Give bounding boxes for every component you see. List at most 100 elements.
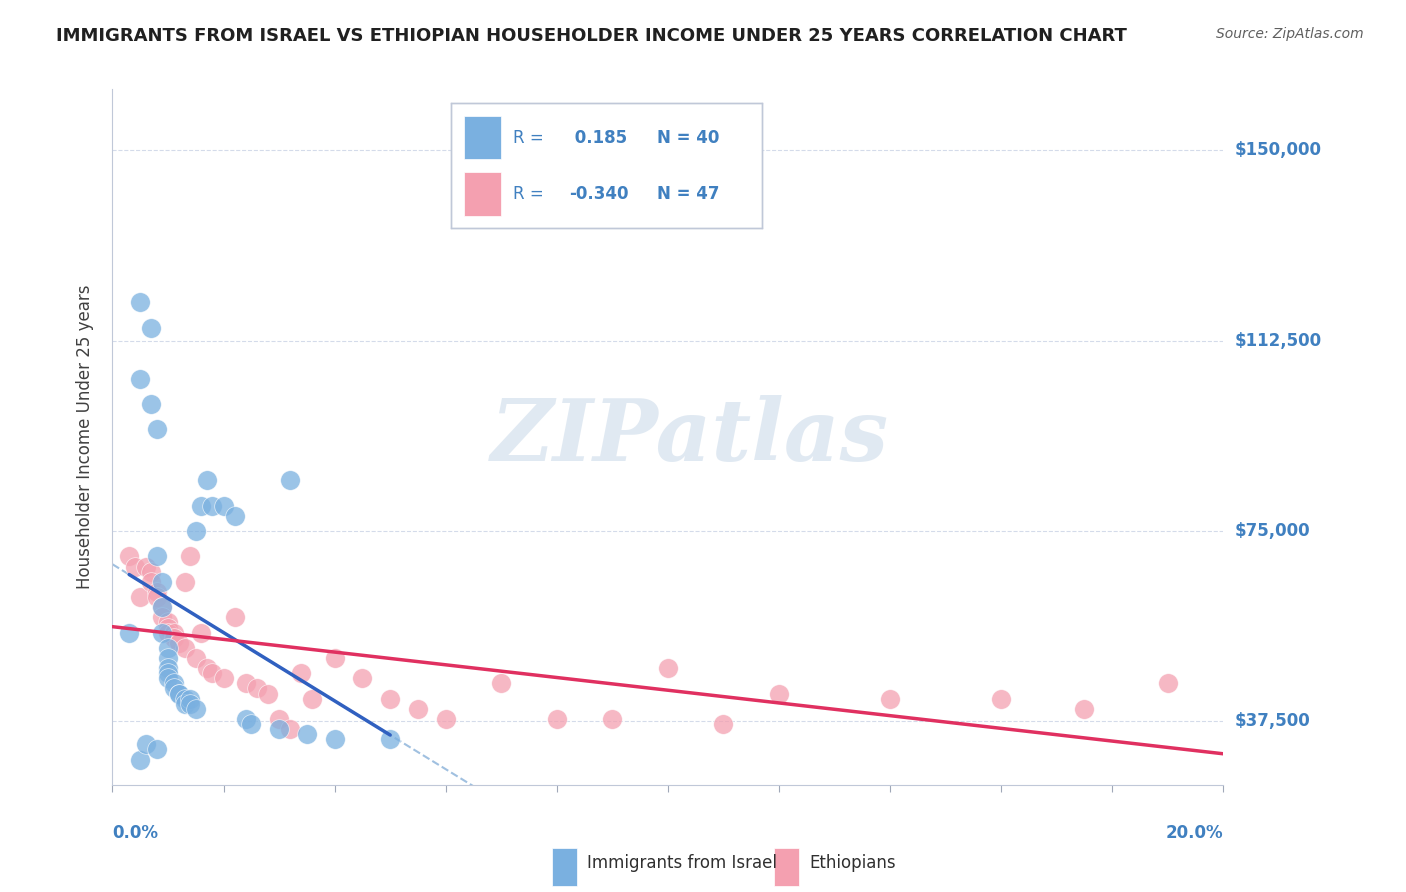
Point bbox=[141, 397, 163, 411]
Point bbox=[434, 712, 457, 726]
Point bbox=[146, 585, 169, 599]
Text: IMMIGRANTS FROM ISRAEL VS ETHIOPIAN HOUSEHOLDER INCOME UNDER 25 YEARS CORRELATIO: IMMIGRANTS FROM ISRAEL VS ETHIOPIAN HOUS… bbox=[56, 27, 1128, 45]
Text: 20.0%: 20.0% bbox=[1166, 824, 1223, 842]
Point bbox=[380, 691, 402, 706]
Point bbox=[257, 687, 280, 701]
Point bbox=[146, 590, 169, 604]
Point bbox=[1073, 702, 1095, 716]
Point bbox=[162, 681, 184, 696]
Point bbox=[141, 565, 163, 579]
Point bbox=[157, 671, 180, 685]
Text: $150,000: $150,000 bbox=[1234, 141, 1322, 159]
Point bbox=[129, 753, 152, 767]
Point bbox=[173, 574, 195, 589]
Point bbox=[129, 372, 152, 386]
Point bbox=[235, 712, 257, 726]
Point bbox=[173, 640, 195, 655]
Point bbox=[124, 559, 146, 574]
Point bbox=[179, 697, 201, 711]
Point bbox=[141, 574, 163, 589]
Point bbox=[157, 621, 180, 635]
Point bbox=[118, 625, 141, 640]
Point bbox=[162, 625, 184, 640]
Point bbox=[212, 671, 235, 685]
Point bbox=[135, 737, 157, 751]
Point bbox=[157, 651, 180, 665]
Point bbox=[235, 676, 257, 690]
Point bbox=[195, 661, 218, 675]
Point bbox=[278, 722, 301, 736]
Point bbox=[157, 666, 180, 681]
Point bbox=[135, 559, 157, 574]
Point bbox=[602, 712, 624, 726]
Point bbox=[157, 625, 180, 640]
Point bbox=[323, 651, 346, 665]
Point bbox=[301, 691, 323, 706]
Point bbox=[118, 549, 141, 564]
Point bbox=[990, 691, 1012, 706]
Point bbox=[352, 671, 374, 685]
Point bbox=[129, 590, 152, 604]
Point bbox=[491, 676, 513, 690]
Text: Source: ZipAtlas.com: Source: ZipAtlas.com bbox=[1216, 27, 1364, 41]
Point bbox=[173, 697, 195, 711]
Text: Ethiopians: Ethiopians bbox=[810, 855, 896, 872]
Point bbox=[184, 651, 207, 665]
Point bbox=[224, 508, 246, 523]
Point bbox=[167, 636, 190, 650]
Text: 0.0%: 0.0% bbox=[112, 824, 159, 842]
Point bbox=[267, 712, 291, 726]
Point bbox=[879, 691, 901, 706]
Point bbox=[195, 473, 218, 487]
Text: Immigrants from Israel: Immigrants from Israel bbox=[588, 855, 778, 872]
FancyBboxPatch shape bbox=[553, 847, 576, 886]
Point bbox=[190, 625, 212, 640]
Point bbox=[167, 687, 190, 701]
Point bbox=[152, 625, 174, 640]
Point bbox=[157, 661, 180, 675]
Point bbox=[278, 473, 301, 487]
Point bbox=[146, 742, 169, 756]
Text: ZIPatlas: ZIPatlas bbox=[491, 395, 889, 479]
Point bbox=[201, 499, 224, 513]
Point bbox=[173, 691, 195, 706]
Point bbox=[162, 631, 184, 645]
Text: $112,500: $112,500 bbox=[1234, 332, 1322, 350]
Point bbox=[157, 640, 180, 655]
Point bbox=[152, 600, 174, 615]
Point bbox=[146, 422, 169, 436]
Point bbox=[179, 549, 201, 564]
Point bbox=[768, 687, 790, 701]
Point bbox=[152, 574, 174, 589]
Point bbox=[141, 321, 163, 335]
Point bbox=[380, 732, 402, 747]
Y-axis label: Householder Income Under 25 years: Householder Income Under 25 years bbox=[76, 285, 94, 590]
Point bbox=[201, 666, 224, 681]
Point bbox=[167, 687, 190, 701]
Point bbox=[240, 717, 263, 731]
Point bbox=[323, 732, 346, 747]
Point bbox=[212, 499, 235, 513]
Point bbox=[1156, 676, 1178, 690]
Point bbox=[179, 691, 201, 706]
Point bbox=[546, 712, 568, 726]
Point bbox=[157, 615, 180, 630]
Point bbox=[290, 666, 312, 681]
Point bbox=[152, 600, 174, 615]
Point bbox=[152, 610, 174, 624]
Text: $37,500: $37,500 bbox=[1234, 713, 1310, 731]
Point bbox=[657, 661, 679, 675]
Point bbox=[406, 702, 429, 716]
Point bbox=[224, 610, 246, 624]
Point bbox=[146, 549, 169, 564]
Point bbox=[129, 295, 152, 310]
Point bbox=[267, 722, 291, 736]
Point bbox=[184, 524, 207, 538]
Point bbox=[295, 727, 318, 741]
Point bbox=[162, 676, 184, 690]
Point bbox=[713, 717, 735, 731]
FancyBboxPatch shape bbox=[775, 847, 799, 886]
Point bbox=[190, 499, 212, 513]
Point bbox=[246, 681, 269, 696]
Point bbox=[184, 702, 207, 716]
